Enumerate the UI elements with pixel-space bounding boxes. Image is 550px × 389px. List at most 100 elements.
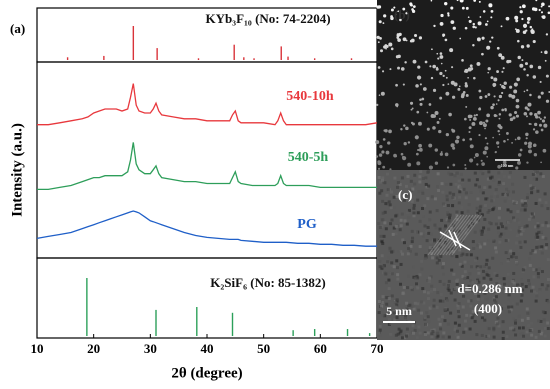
texture: [478, 245, 482, 249]
texture: [496, 194, 500, 198]
texture: [436, 291, 440, 295]
particle: [513, 82, 518, 87]
texture: [389, 206, 393, 210]
particle: [532, 128, 536, 131]
texture: [407, 208, 411, 212]
texture: [534, 268, 538, 272]
particle: [465, 105, 468, 108]
particle: [442, 33, 446, 37]
particle: [521, 17, 524, 21]
texture: [452, 196, 456, 200]
particle: [379, 37, 382, 40]
d-marker: [448, 229, 457, 247]
texture: [471, 285, 475, 289]
texture: [475, 206, 479, 210]
particle: [533, 143, 537, 148]
texture: [512, 271, 516, 275]
texture: [404, 334, 408, 338]
texture: [500, 170, 504, 174]
texture: [538, 267, 542, 271]
texture: [469, 304, 473, 308]
particle: [448, 112, 452, 117]
texture: [518, 225, 522, 229]
texture: [451, 204, 455, 208]
particle: [389, 168, 392, 171]
texture: [441, 335, 445, 339]
particle: [412, 59, 417, 64]
texture: [444, 224, 448, 228]
particle: [462, 138, 465, 142]
texture: [534, 225, 538, 229]
texture: [381, 265, 385, 269]
texture: [482, 276, 486, 280]
texture: [544, 246, 548, 250]
particle: [475, 113, 478, 117]
texture: [539, 332, 543, 336]
texture: [518, 240, 522, 244]
texture: [476, 278, 480, 282]
texture: [515, 233, 519, 237]
texture: [533, 186, 537, 190]
particle: [442, 74, 445, 78]
texture: [395, 298, 399, 302]
texture: [460, 286, 464, 290]
particle: [388, 129, 392, 134]
texture: [531, 172, 535, 176]
particle: [487, 67, 491, 71]
texture: [483, 217, 487, 221]
texture: [537, 319, 541, 323]
particle: [454, 139, 460, 144]
texture: [449, 238, 453, 242]
texture: [483, 291, 487, 295]
texture: [421, 287, 425, 291]
texture: [524, 204, 528, 208]
texture: [463, 274, 467, 278]
particle: [375, 140, 380, 145]
texture: [504, 226, 508, 230]
texture: [425, 185, 429, 189]
texture: [436, 238, 440, 242]
texture: [438, 227, 442, 231]
texture: [477, 185, 481, 189]
texture: [398, 331, 402, 335]
particle: [523, 90, 526, 93]
texture: [462, 187, 466, 191]
texture: [443, 319, 447, 323]
texture: [403, 307, 407, 311]
texture: [455, 254, 459, 258]
texture: [424, 182, 428, 186]
texture: [487, 209, 491, 213]
particle: [397, 38, 401, 42]
particle: [395, 83, 398, 87]
particle: [393, 6, 396, 9]
texture: [413, 173, 417, 177]
particle: [490, 9, 494, 13]
texture: [483, 186, 487, 190]
particle: [464, 117, 467, 121]
particle: [419, 83, 422, 86]
texture: [463, 270, 467, 274]
particle: [542, 148, 547, 153]
texture: [532, 177, 536, 181]
texture: [384, 281, 388, 285]
texture: [497, 231, 501, 235]
texture: [441, 190, 445, 194]
particle: [451, 95, 456, 99]
texture: [480, 230, 484, 234]
texture: [455, 171, 459, 175]
texture: [520, 318, 524, 322]
particle: [394, 13, 397, 16]
particle: [533, 153, 538, 157]
texture: [414, 252, 418, 256]
texture: [441, 272, 445, 276]
particle: [473, 117, 477, 121]
particle: [484, 127, 486, 130]
texture: [448, 173, 452, 177]
texture: [456, 335, 460, 339]
texture: [480, 213, 484, 217]
texture: [387, 270, 391, 274]
texture: [389, 322, 393, 326]
particle: [381, 70, 385, 73]
texture: [463, 277, 467, 281]
x-tick-label: 40: [201, 341, 214, 356]
